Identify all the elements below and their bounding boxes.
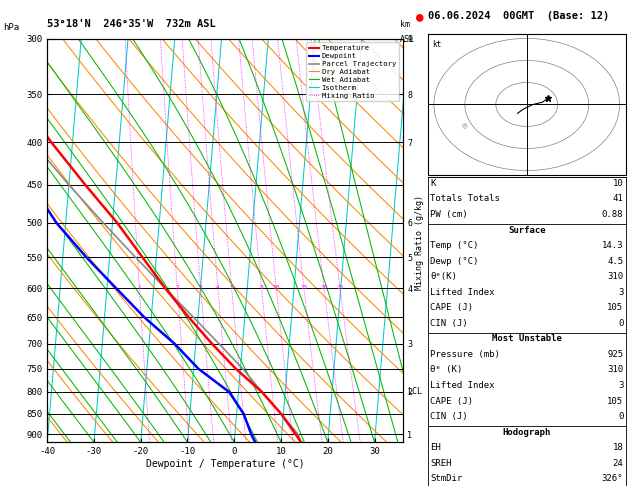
Text: Mixing Ratio (g/kg): Mixing Ratio (g/kg) xyxy=(415,195,424,291)
Text: 41: 41 xyxy=(613,194,623,204)
Text: StmDir: StmDir xyxy=(430,474,462,484)
Text: 25: 25 xyxy=(337,285,344,290)
Text: θᵉ(K): θᵉ(K) xyxy=(430,272,457,281)
Text: K: K xyxy=(430,179,436,188)
Text: 3: 3 xyxy=(618,288,623,297)
Text: Most Unstable: Most Unstable xyxy=(492,334,562,344)
X-axis label: Dewpoint / Temperature (°C): Dewpoint / Temperature (°C) xyxy=(145,459,304,469)
Text: 105: 105 xyxy=(607,397,623,406)
Text: 2: 2 xyxy=(175,285,179,290)
Text: EH: EH xyxy=(430,443,441,452)
Text: 310: 310 xyxy=(607,272,623,281)
Text: 1: 1 xyxy=(138,285,142,290)
Text: CIN (J): CIN (J) xyxy=(430,412,468,421)
Text: 15: 15 xyxy=(300,285,308,290)
Text: Surface: Surface xyxy=(508,226,545,235)
Text: 10: 10 xyxy=(273,285,280,290)
Text: 4: 4 xyxy=(216,285,220,290)
Text: 4.5: 4.5 xyxy=(607,257,623,266)
Text: 8: 8 xyxy=(260,285,264,290)
Text: ⊕: ⊕ xyxy=(462,122,468,132)
Text: 3: 3 xyxy=(199,285,203,290)
Text: CIN (J): CIN (J) xyxy=(430,319,468,328)
Text: 0: 0 xyxy=(618,412,623,421)
Text: 310: 310 xyxy=(607,365,623,375)
Text: Dewp (°C): Dewp (°C) xyxy=(430,257,479,266)
Text: 20: 20 xyxy=(321,285,328,290)
Text: km: km xyxy=(400,20,410,29)
Text: 0: 0 xyxy=(618,319,623,328)
Text: 18: 18 xyxy=(613,443,623,452)
Text: ●: ● xyxy=(416,10,424,23)
Text: Lifted Index: Lifted Index xyxy=(430,381,495,390)
Text: PW (cm): PW (cm) xyxy=(430,210,468,219)
Text: 0.88: 0.88 xyxy=(602,210,623,219)
Text: ASL: ASL xyxy=(400,35,415,44)
Text: 326°: 326° xyxy=(602,474,623,484)
Text: SREH: SREH xyxy=(430,459,452,468)
Text: Temp (°C): Temp (°C) xyxy=(430,241,479,250)
Text: 3: 3 xyxy=(618,381,623,390)
Text: 53°18'N  246°35'W  732m ASL: 53°18'N 246°35'W 732m ASL xyxy=(47,19,216,29)
Text: 105: 105 xyxy=(607,303,623,312)
Text: kt: kt xyxy=(431,40,441,49)
Text: 24: 24 xyxy=(613,459,623,468)
Text: 5: 5 xyxy=(230,285,233,290)
Text: 10: 10 xyxy=(613,179,623,188)
Text: LCL: LCL xyxy=(407,387,421,397)
Text: 06.06.2024  00GMT  (Base: 12): 06.06.2024 00GMT (Base: 12) xyxy=(428,11,609,21)
Text: Lifted Index: Lifted Index xyxy=(430,288,495,297)
Text: 14.3: 14.3 xyxy=(602,241,623,250)
Text: 925: 925 xyxy=(607,350,623,359)
Text: θᵉ (K): θᵉ (K) xyxy=(430,365,462,375)
Text: CAPE (J): CAPE (J) xyxy=(430,397,473,406)
Legend: Temperature, Dewpoint, Parcel Trajectory, Dry Adiabat, Wet Adiabat, Isotherm, Mi: Temperature, Dewpoint, Parcel Trajectory… xyxy=(306,42,399,102)
Text: Pressure (mb): Pressure (mb) xyxy=(430,350,500,359)
Text: Totals Totals: Totals Totals xyxy=(430,194,500,204)
Text: hPa: hPa xyxy=(3,22,19,32)
Text: Hodograph: Hodograph xyxy=(503,428,551,437)
Text: CAPE (J): CAPE (J) xyxy=(430,303,473,312)
